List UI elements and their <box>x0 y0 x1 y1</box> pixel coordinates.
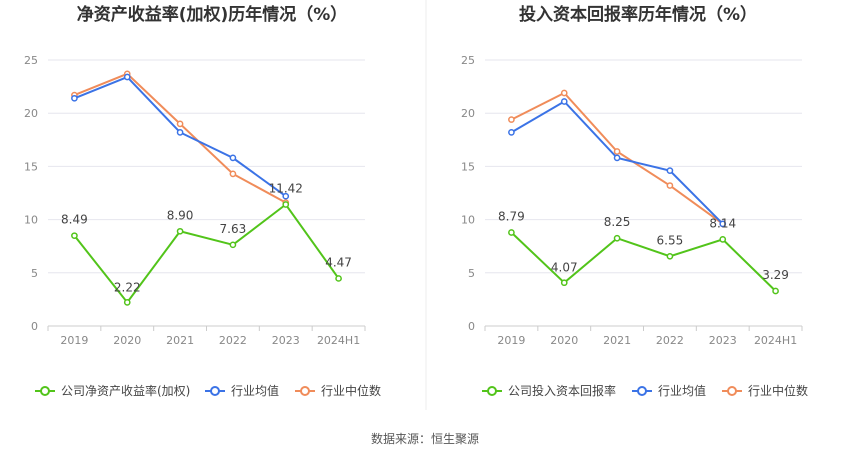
chart-1-company-point <box>176 227 184 235</box>
chart-2-industry-median-point <box>613 148 621 155</box>
chart-2-company-point <box>508 229 515 236</box>
chart-2-legend-company-marker <box>487 386 497 396</box>
chart-1-data-label: 2.22 <box>114 280 141 294</box>
chart-2-data-label: 8.79 <box>498 209 525 223</box>
chart-1-legend-industry-avg-label: 行业均值 <box>231 383 279 398</box>
chart-2-company-point <box>772 287 779 295</box>
chart-2-company-line <box>510 231 777 292</box>
chart-2-industry-avg-point <box>666 167 674 175</box>
chart-1-industry-median-point <box>176 120 184 128</box>
chart-1-industry-avg-point <box>229 154 237 162</box>
chart-1-data-label: 4.47 <box>325 255 352 269</box>
chart-1-industry-median-point <box>229 170 237 178</box>
chart-2-industry-median-point <box>508 116 515 123</box>
chart-1-x-tick-label: 2022 <box>219 334 247 347</box>
chart-1-data-label: 8.90 <box>167 208 194 222</box>
chart-2-y-tick-label: 5 <box>468 267 475 280</box>
chart-2-y-tick-label: 15 <box>461 160 475 173</box>
chart-1-industry-avg-point <box>282 192 290 200</box>
chart-2-legend-company-label: 公司投入资本回报率 <box>508 383 616 398</box>
chart-2-industry-avg-point <box>508 129 515 136</box>
chart-2-x-tick-label: 2021 <box>603 334 631 347</box>
chart-2-industry-avg-point <box>719 220 727 228</box>
chart-1-industry-avg-point <box>176 129 184 136</box>
chart-1-company-point <box>229 241 237 249</box>
chart-1-legend-industry-median-marker <box>300 386 310 396</box>
chart-2-title: 投入资本回报率历年情况（%） <box>519 4 757 25</box>
chart-2-legend-industry-avg-marker <box>637 386 647 396</box>
chart-2-company-point <box>719 236 727 243</box>
chart-1-x-tick-label: 2021 <box>166 334 194 347</box>
chart-1-x-tick-label: 2024H1 <box>317 334 360 347</box>
chart-2-industry-avg-line <box>510 100 724 225</box>
chart-2-x-tick-label: 2020 <box>550 334 578 347</box>
chart-2-company-point <box>560 279 568 287</box>
chart-1-industry-avg-point <box>71 94 78 102</box>
chart-1-title: 净资产收益率(加权)历年情况（%） <box>77 4 348 25</box>
chart-1-data-label: 7.63 <box>220 222 247 236</box>
chart-2-y-tick-label: 10 <box>461 214 475 227</box>
chart-2-industry-median-point <box>666 182 674 189</box>
chart-1-company-point <box>282 201 290 208</box>
chart-1-y-tick-label: 15 <box>24 160 38 173</box>
chart-2-y-tick-label: 20 <box>461 107 475 120</box>
chart-2-data-label: 8.14 <box>709 216 736 230</box>
chart-2-legend-industry-median-label: 行业中位数 <box>748 383 808 398</box>
chart-1-legend-company-label: 公司净资产收益率(加权) <box>61 383 190 398</box>
chart-1-industry-median-line <box>74 72 287 204</box>
chart-1-y-tick-label: 20 <box>24 107 38 120</box>
chart-1-legend-industry-median-label: 行业中位数 <box>321 383 381 398</box>
chart-1-data-label: 8.49 <box>61 213 88 227</box>
chart-2-y-tick-label: 0 <box>468 320 475 333</box>
chart-1-y-tick-label: 25 <box>24 54 38 67</box>
chart-1-data-label: 11.42 <box>269 181 303 195</box>
chart-1-y-tick-label: 0 <box>31 320 38 333</box>
chart-1-industry-avg-point <box>123 73 131 81</box>
chart-2-x-tick-label: 2019 <box>497 334 525 347</box>
chart-1-company-point <box>123 299 131 306</box>
chart-1-y-tick-label: 10 <box>24 214 38 227</box>
chart-1-x-tick-label: 2023 <box>272 334 300 347</box>
chart-2-data-label: 6.55 <box>657 233 684 247</box>
chart-2-data-label: 4.07 <box>551 261 578 275</box>
chart-2-y-tick-label: 25 <box>461 54 475 67</box>
chart-2-x-tick-label: 2024H1 <box>754 334 797 347</box>
chart-2-company-point <box>666 252 674 260</box>
chart-2-company-point <box>613 234 621 242</box>
chart-2-industry-avg-point <box>560 98 568 105</box>
data-source-note: 数据来源：恒生聚源 <box>370 432 479 446</box>
chart-1-company-point <box>335 275 342 282</box>
chart-1-x-tick-label: 2019 <box>60 334 88 347</box>
chart-2-data-label: 3.29 <box>762 268 789 282</box>
chart-2-x-tick-label: 2023 <box>709 334 737 347</box>
chart-2-industry-avg-point <box>613 154 621 162</box>
chart-1-legend-industry-avg-marker <box>210 386 220 396</box>
chart-2-legend-industry-avg-label: 行业均值 <box>658 383 706 398</box>
chart-1-legend-company-marker <box>40 386 50 396</box>
chart-1-industry-avg-line <box>74 75 287 198</box>
chart-2-x-tick-label: 2022 <box>656 334 684 347</box>
chart-2-legend-industry-median-marker <box>727 386 737 396</box>
chart-2-data-label: 8.25 <box>604 215 631 229</box>
chart-1-x-tick-label: 2020 <box>113 334 141 347</box>
chart-1-company-line <box>73 203 340 305</box>
chart-1-company-point <box>71 232 78 240</box>
chart-2-industry-median-point <box>560 89 568 97</box>
chart-1-y-tick-label: 5 <box>31 267 38 280</box>
